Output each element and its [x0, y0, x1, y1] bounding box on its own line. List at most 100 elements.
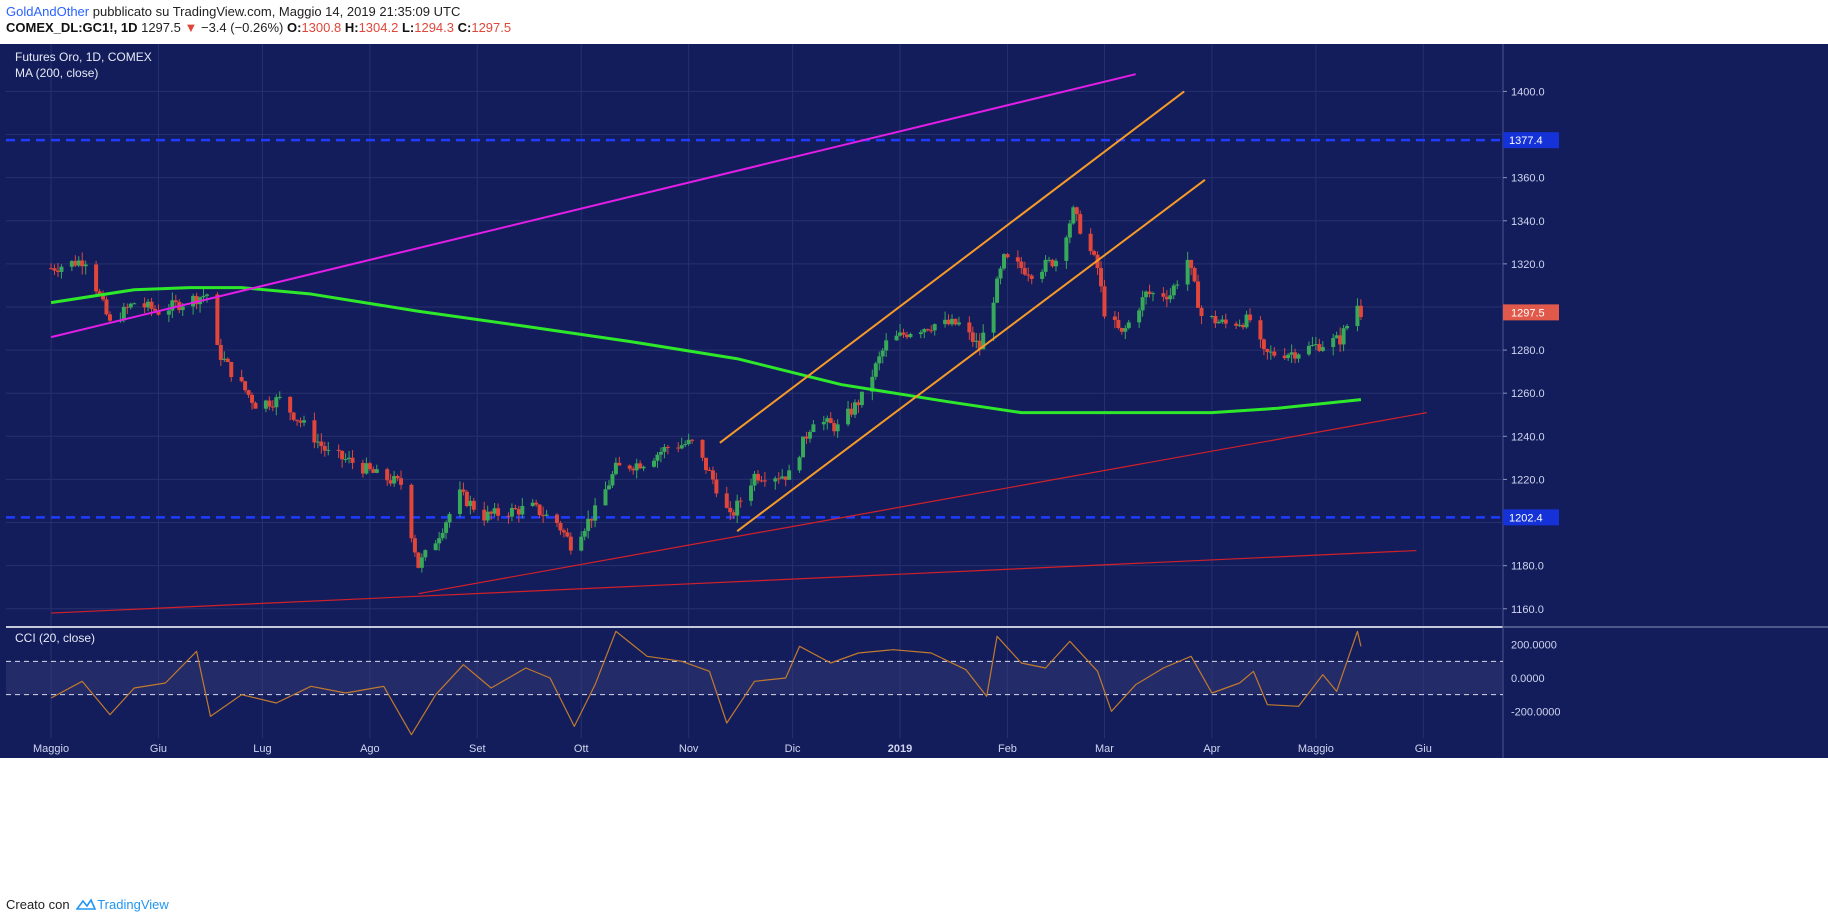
tradingview-logo-icon [76, 898, 97, 910]
candle-up [444, 522, 449, 533]
time-tick-label: Dic [785, 743, 801, 755]
candle-down [101, 294, 106, 300]
cci-line[interactable] [50, 630, 1362, 736]
price-chart-svg[interactable]: 1160.0 1180.0 1220.0 1240.0 1260.0 1280.0 1320… [0, 44, 1828, 886]
gridlines [6, 44, 1503, 738]
candle-up [59, 266, 64, 272]
red-trendline[interactable] [51, 549, 1417, 614]
candle-down [1223, 319, 1228, 324]
price-pane[interactable] [6, 44, 1503, 626]
candle-up [204, 294, 209, 296]
candle-down [728, 507, 733, 513]
created-with-text: Creato con [6, 897, 70, 912]
candle-up [1126, 322, 1131, 329]
candle-down [412, 538, 417, 553]
candle-down [828, 418, 833, 424]
candle-up [440, 532, 445, 539]
magenta-trendline[interactable] [50, 73, 1136, 339]
candle-up [1244, 314, 1249, 328]
candle-up [1140, 297, 1145, 311]
time-tick-labels: Maggio Giu Lug Ago Set Ott Nov Dic 2019 Feb Mar Apr… [33, 743, 1432, 755]
time-tick-label: Mar [1095, 743, 1114, 755]
candle-up [263, 400, 268, 409]
candle-up [1002, 254, 1006, 269]
candle-up [69, 260, 74, 267]
time-axis[interactable] [0, 738, 1828, 758]
candle-up [419, 557, 424, 568]
author-link[interactable]: GoldAndOther [6, 4, 90, 19]
price-tick-label: 1320.0 [1511, 259, 1545, 271]
candle-down [565, 532, 570, 537]
cci-pane[interactable] [6, 628, 1503, 738]
candle-down [1199, 307, 1204, 316]
candle-up [530, 502, 535, 507]
candle-down [125, 306, 130, 308]
candle-up [121, 306, 126, 321]
candle-up [641, 466, 646, 469]
chart-area[interactable]: 1160.0 1180.0 1220.0 1240.0 1260.0 1280.0 1320… [0, 44, 1828, 886]
candle-up [1040, 271, 1045, 279]
ma-200-line[interactable] [50, 286, 1362, 415]
candle-up [1123, 328, 1128, 332]
ma-legend: MA (200, close) [15, 66, 98, 80]
red-trendline[interactable] [418, 412, 1427, 595]
candle-up [1171, 285, 1176, 296]
candle-up [735, 500, 740, 516]
candle-down [225, 358, 230, 362]
candle-down [80, 260, 85, 267]
candle-up [277, 396, 282, 398]
candle-down [1119, 327, 1124, 332]
cci-legend: CCI (20, close) [15, 631, 95, 645]
high-label: H: [344, 20, 359, 35]
candle-down [1189, 259, 1194, 268]
orange-trendline[interactable] [719, 90, 1185, 444]
candle-down [464, 491, 469, 507]
candle-down [319, 441, 324, 447]
candle-up [433, 543, 438, 551]
candle-down [856, 402, 861, 406]
candle-down [1088, 233, 1093, 252]
candle-down [142, 303, 147, 308]
orange-trendline[interactable] [736, 179, 1206, 532]
time-tick-label: Nov [679, 743, 699, 755]
candle-up [1286, 354, 1291, 359]
candle-down [496, 508, 501, 516]
candle-down [1358, 305, 1363, 318]
candle-up [956, 322, 961, 325]
candle-down [1338, 335, 1343, 345]
ohlc-line: COMEX_DL:GC1!, 1D 1297.5 ▼ −3.4 (−0.26%)… [6, 20, 511, 36]
candle-up [1310, 345, 1315, 347]
candles [49, 205, 1363, 573]
candle-up [658, 451, 663, 455]
candle-up [1345, 326, 1350, 329]
candle-up [1185, 259, 1190, 285]
footer: Creato con TradingView [6, 897, 169, 912]
candle-down [558, 523, 563, 531]
candle-down [482, 509, 487, 521]
price-scale[interactable] [1503, 44, 1828, 758]
candle-up [877, 356, 882, 364]
tradingview-brand-link[interactable]: TradingView [97, 897, 169, 912]
candle-down [360, 462, 365, 474]
candle-down [1116, 319, 1121, 328]
candle-up [509, 507, 514, 517]
candle-up [180, 306, 185, 311]
candle-down [173, 300, 178, 302]
candle-up [662, 447, 667, 452]
candle-up [686, 439, 691, 445]
candle-up [201, 295, 206, 298]
candle-down [340, 450, 345, 460]
candle-down [1248, 314, 1253, 321]
candle-up [679, 445, 684, 449]
candle-up [835, 424, 840, 432]
candle-up [1047, 259, 1052, 261]
candle-up [1151, 293, 1156, 295]
candle-down [295, 419, 300, 421]
candle-up [274, 397, 279, 408]
candle-down [107, 314, 112, 321]
candle-down [1112, 316, 1117, 320]
candle-up [1334, 335, 1339, 339]
candle-up [995, 278, 1000, 303]
candle-down [977, 340, 982, 350]
candle-down [925, 329, 930, 331]
